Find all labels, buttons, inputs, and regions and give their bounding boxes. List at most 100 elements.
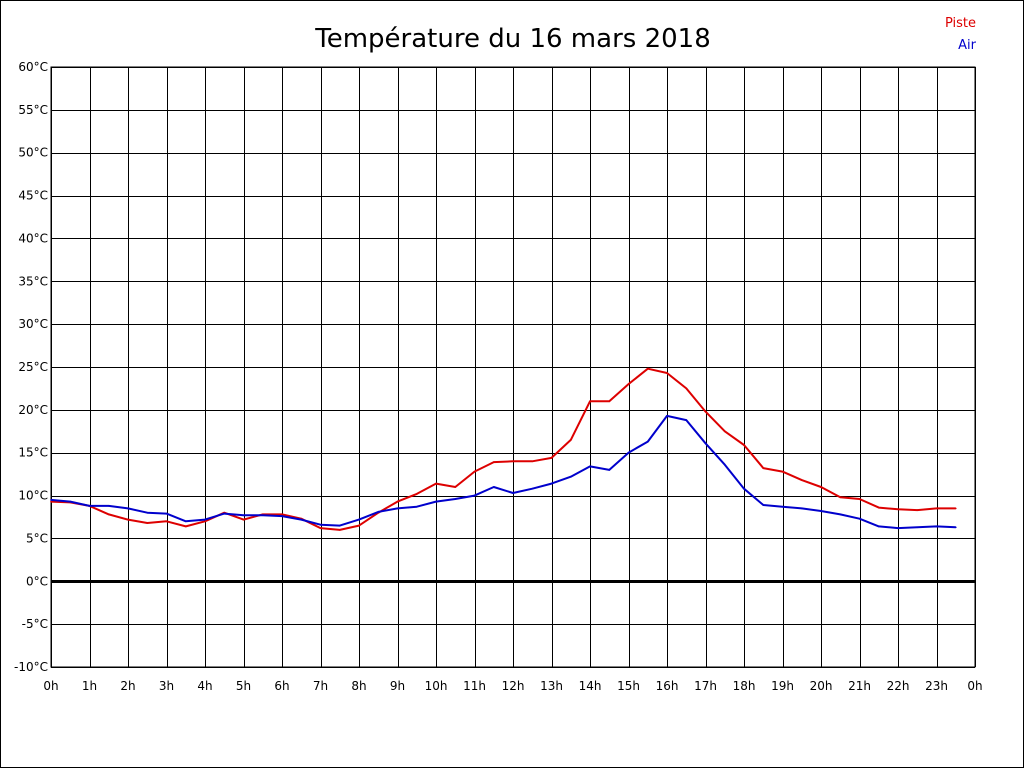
data-point-air (339, 524, 341, 527)
x-tick-label: 20h (810, 679, 833, 693)
x-tick-label: 14h (579, 679, 602, 693)
data-point-air (531, 487, 534, 490)
y-tick-label: 60°C (18, 60, 48, 74)
data-point-piste (724, 430, 726, 433)
x-tick-label: 21h (848, 679, 871, 693)
y-tick-label: 45°C (18, 189, 48, 203)
y-tick-label: 25°C (18, 360, 48, 374)
data-point-air (704, 442, 707, 445)
data-point-piste (242, 518, 245, 521)
x-tick-label: 0h (967, 679, 982, 693)
data-point-piste (454, 486, 457, 488)
data-point-air (781, 505, 784, 508)
data-point-air (262, 514, 264, 517)
x-tick-label: 16h (656, 679, 679, 693)
data-point-air (493, 486, 495, 488)
data-point-piste (108, 513, 110, 516)
data-point-air (50, 499, 52, 501)
data-point-air (416, 505, 418, 508)
data-point-piste (647, 367, 649, 370)
data-point-air (839, 513, 842, 516)
data-point-air (627, 451, 630, 454)
y-tick-label: 35°C (18, 274, 48, 288)
data-point-air (916, 526, 919, 529)
data-point-piste (839, 496, 842, 499)
data-point-air (955, 526, 957, 529)
y-tick-label: 0°C (26, 574, 48, 588)
data-point-air (762, 504, 765, 506)
y-tick-label: 40°C (18, 231, 48, 245)
data-point-air (69, 500, 72, 503)
data-point-air (724, 463, 726, 466)
y-tick-labels: -10°C -5°C 0°C 5°C 10°C 15°C 20°C 25°C 30°C 35°C 4… (14, 60, 48, 674)
y-tick-label: 10°C (18, 489, 48, 503)
x-tick-label: 18h (733, 679, 756, 693)
x-tick-label: 17h (694, 679, 717, 693)
data-point-piste (493, 461, 495, 463)
data-point-air (550, 482, 553, 485)
x-tick-label: 0h (43, 679, 58, 693)
data-point-air (281, 515, 283, 517)
data-point-piste (281, 513, 283, 516)
data-point-air (743, 487, 745, 490)
data-point-piste (858, 498, 861, 500)
data-point-piste (955, 507, 957, 510)
y-tick-label: 20°C (18, 403, 48, 417)
x-tick-labels: 0h 1h 2h 3h 4h 5h 6h 7h 8h 9h 10h 11h 12h 13h 14h 15h 16… (43, 679, 982, 693)
data-point-piste (358, 524, 360, 527)
data-point-air (242, 514, 245, 517)
x-tick-label: 10h (425, 679, 448, 693)
data-point-air (570, 475, 572, 478)
x-tick-label: 3h (159, 679, 174, 693)
legend: Piste Air (945, 16, 977, 53)
x-tick-label: 8h (351, 679, 366, 693)
x-tick-label: 6h (274, 679, 289, 693)
data-point-piste (608, 400, 611, 403)
data-point-air (858, 517, 861, 520)
data-point-piste (897, 508, 899, 511)
data-point-piste (878, 506, 880, 509)
x-tick-label: 1h (82, 679, 97, 693)
data-point-piste (589, 400, 591, 403)
x-tick-label: 13h (540, 679, 563, 693)
data-point-air (666, 415, 668, 417)
data-point-air (647, 440, 649, 443)
chart-title: Température du 16 mars 2018 (314, 24, 710, 54)
data-point-air (377, 511, 380, 513)
y-tick-label: -10°C (14, 660, 48, 674)
x-tick-label: 23h (925, 679, 948, 693)
data-point-air (108, 505, 110, 507)
data-point-air (358, 518, 360, 521)
data-point-piste (704, 410, 707, 413)
data-point-air (204, 518, 206, 521)
data-point-air (608, 469, 611, 471)
data-point-air (473, 494, 476, 497)
data-point-piste (666, 372, 668, 374)
data-point-air (512, 492, 514, 494)
data-point-piste (916, 509, 919, 511)
data-point-air (685, 419, 688, 421)
grid (50, 66, 976, 668)
y-tick-label: 55°C (18, 103, 48, 117)
x-tick-label: 9h (390, 679, 405, 693)
x-tick-label: 22h (887, 679, 910, 693)
data-point-piste (550, 457, 553, 459)
data-point-piste (127, 518, 129, 521)
y-tick-label: -5°C (22, 617, 48, 631)
x-tick-label: 11h (463, 679, 486, 693)
data-point-air (820, 510, 822, 512)
data-point-air (165, 512, 168, 515)
data-point-piste (685, 387, 688, 390)
data-point-piste (820, 486, 822, 488)
data-point-piste (50, 500, 52, 503)
x-tick-label: 4h (197, 679, 212, 693)
y-tick-label: 5°C (26, 531, 48, 545)
series-line-piste (50, 367, 956, 531)
data-point-air (396, 507, 399, 510)
data-point-piste (146, 522, 149, 524)
data-point-piste (743, 444, 745, 446)
data-point-air (319, 523, 322, 526)
data-point-air (127, 507, 129, 510)
y-tick-label: 15°C (18, 446, 48, 460)
